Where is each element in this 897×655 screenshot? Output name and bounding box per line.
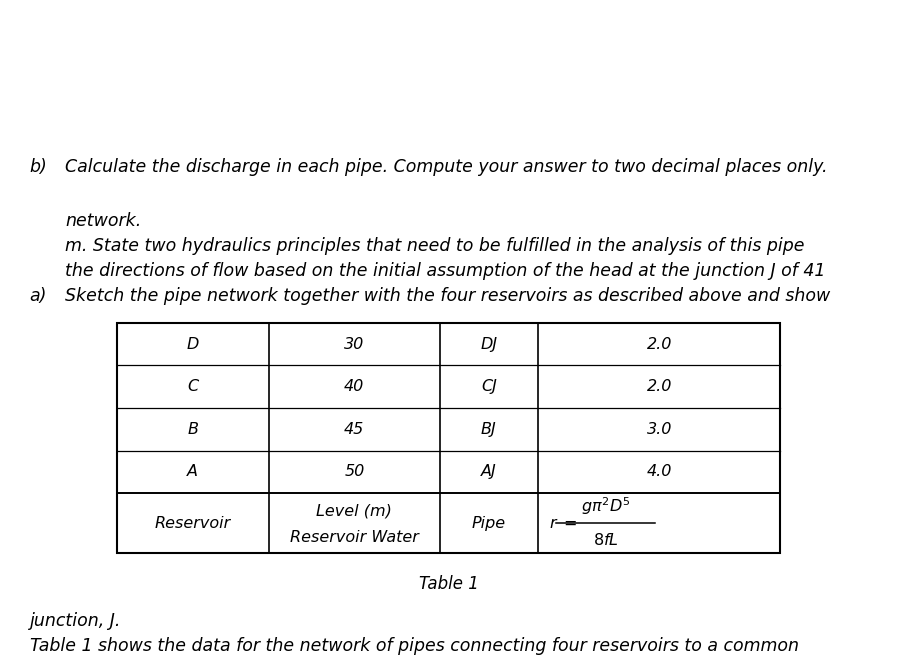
Text: Reservoir: Reservoir xyxy=(154,516,231,531)
Text: 50: 50 xyxy=(344,464,364,479)
Text: Table 1: Table 1 xyxy=(419,575,478,593)
Text: $g\pi^2D^5$: $g\pi^2D^5$ xyxy=(580,496,631,517)
Text: CJ: CJ xyxy=(481,379,497,394)
Text: 3.0: 3.0 xyxy=(647,422,672,437)
Text: Pipe: Pipe xyxy=(472,516,506,531)
Text: junction, J.: junction, J. xyxy=(30,612,121,629)
Text: AJ: AJ xyxy=(481,464,497,479)
Text: DJ: DJ xyxy=(480,337,498,352)
Text: C: C xyxy=(187,379,198,394)
Text: Reservoir Water: Reservoir Water xyxy=(290,530,419,545)
Text: 2.0: 2.0 xyxy=(647,379,672,394)
Text: Sketch the pipe network together with the four reservoirs as described above and: Sketch the pipe network together with th… xyxy=(65,287,831,305)
Text: 4.0: 4.0 xyxy=(647,464,672,479)
Text: Level (m): Level (m) xyxy=(317,504,392,519)
Text: BJ: BJ xyxy=(481,422,497,437)
Text: $8fL$: $8fL$ xyxy=(593,533,618,548)
Text: b): b) xyxy=(30,158,48,176)
Text: $r\ =$: $r\ =$ xyxy=(549,516,578,531)
Text: D: D xyxy=(187,337,199,352)
Text: the directions of flow based on the initial assumption of the head at the juncti: the directions of flow based on the init… xyxy=(65,262,826,280)
Text: 45: 45 xyxy=(344,422,364,437)
Text: a): a) xyxy=(30,287,47,305)
Text: Calculate the discharge in each pipe. Compute your answer to two decimal places : Calculate the discharge in each pipe. Co… xyxy=(65,158,828,176)
Text: 2.0: 2.0 xyxy=(647,337,672,352)
Text: 30: 30 xyxy=(344,337,364,352)
Text: A: A xyxy=(187,464,198,479)
Text: 40: 40 xyxy=(344,379,364,394)
Text: network.: network. xyxy=(65,212,142,230)
Text: B: B xyxy=(187,422,198,437)
Text: Table 1 shows the data for the network of pipes connecting four reservoirs to a : Table 1 shows the data for the network o… xyxy=(30,637,798,654)
Bar xyxy=(117,323,780,553)
Text: m. State two hydraulics principles that need to be fulfilled in the analysis of : m. State two hydraulics principles that … xyxy=(65,237,805,255)
